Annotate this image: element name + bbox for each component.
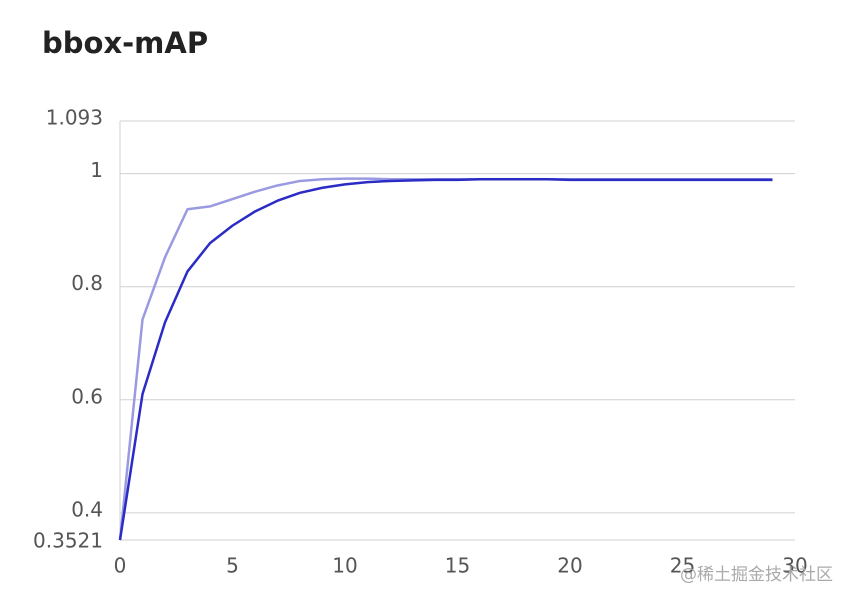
x-tick-label: 10 <box>332 554 357 578</box>
y-tick-label: 0.4 <box>71 497 103 521</box>
y-tick-label: 0.3521 <box>33 529 103 553</box>
x-tick-label: 0 <box>114 554 127 578</box>
x-tick-label: 5 <box>226 554 239 578</box>
y-tick-label: 0.8 <box>71 271 103 295</box>
x-tick-label: 25 <box>670 554 695 578</box>
x-tick-label: 30 <box>782 554 807 578</box>
x-tick-label: 20 <box>557 554 582 578</box>
y-tick-label: 0.6 <box>71 384 103 408</box>
y-tick-label: 1 <box>90 158 103 182</box>
line <box>118 177 773 541</box>
chart-title: bbox-mAP <box>42 26 208 60</box>
watermark: @稀土掘金技术社区 <box>680 565 833 585</box>
y-tick-label: 1.093 <box>46 106 103 130</box>
x-tick-label: 15 <box>445 554 470 578</box>
